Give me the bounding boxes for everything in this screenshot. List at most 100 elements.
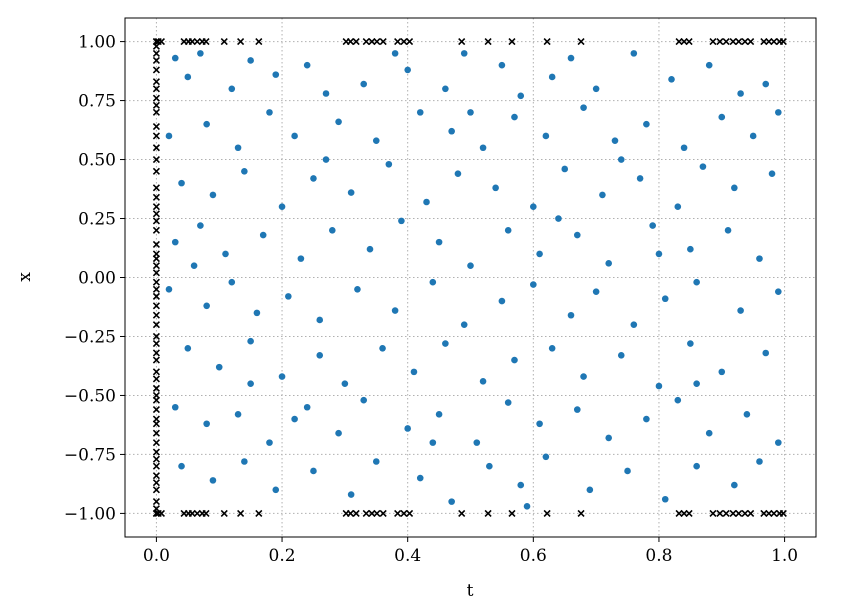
boundary-point-x-marker [722, 38, 730, 46]
data-point [467, 109, 474, 116]
plot-frame [124, 17, 817, 538]
boundary-point-x-marker [202, 509, 210, 517]
boundary-point-x-marker [577, 38, 585, 46]
boundary-point-x-marker [152, 193, 160, 201]
boundary-point-x-marker [237, 38, 245, 46]
data-point [492, 184, 499, 192]
boundary-point-x-marker [709, 38, 717, 46]
data-point [222, 250, 229, 258]
y-tick-label: −1.00 [64, 504, 116, 524]
y-tick-label: 0.25 [78, 210, 116, 230]
x-tick-label: 0.4 [394, 546, 421, 566]
boundary-point-x-marker [152, 210, 160, 218]
data-point [775, 439, 782, 446]
boundary-point-x-marker [346, 38, 355, 46]
data-point [184, 73, 192, 81]
data-point [624, 467, 631, 475]
boundary-point-x-marker [152, 167, 160, 175]
boundary-point-x-marker [255, 38, 263, 46]
data-point [592, 85, 600, 93]
data-point [322, 156, 330, 163]
boundary-point-x-marker [484, 38, 492, 46]
boundary-point-x-marker [152, 339, 160, 348]
data-point [630, 50, 638, 57]
x-tick-label: 0.8 [645, 546, 672, 566]
data-point [335, 118, 342, 126]
boundary-point-x-marker [458, 38, 466, 46]
data-point [693, 278, 700, 286]
data-point [548, 73, 556, 81]
boundary-point-x-marker [362, 509, 370, 517]
data-point [768, 170, 776, 177]
boundary-point-x-marker [379, 509, 387, 517]
data-point [643, 415, 650, 423]
boundary-point-x-marker [543, 38, 551, 46]
boundary-point-x-marker [508, 509, 516, 517]
boundary-point-x-marker [152, 240, 160, 249]
ticks: 0.0 0.2 0.4 0.6 0.8 1.0 −1.00 −0.75 −0.50 −0.25 0.… [64, 33, 798, 566]
data-point [184, 344, 192, 352]
boundary-point-x-marker [484, 509, 492, 517]
boundary-point-x-marker [406, 509, 414, 517]
data-point [316, 316, 324, 324]
data-point [498, 297, 506, 305]
boundary-point-x-marker [152, 415, 160, 423]
data-point [661, 295, 669, 303]
data-point [687, 245, 694, 253]
data-point [737, 307, 744, 314]
data-point [259, 231, 267, 239]
boundary-point-x-marker [152, 285, 160, 293]
data-point [479, 144, 487, 152]
boundary-point-x-marker [152, 78, 160, 86]
data-point [266, 109, 273, 116]
boundary-point-x-marker [152, 448, 160, 456]
y-tick-label: 1.00 [78, 33, 116, 53]
data-point [322, 90, 330, 97]
boundary-point-x-marker [716, 509, 724, 517]
data-point [573, 231, 581, 239]
data-point [517, 92, 525, 100]
data-point [423, 198, 430, 206]
data-point [687, 340, 694, 347]
boundary-point-x-marker [152, 311, 160, 319]
data-point [341, 380, 349, 387]
boundary-point-x-marker [152, 278, 160, 286]
data-point [291, 132, 298, 140]
data-point [454, 170, 462, 177]
boundary-point-x-marker [741, 38, 749, 46]
data-point [197, 50, 204, 57]
data-point [617, 156, 625, 163]
data-point [241, 168, 248, 175]
boundary-point-x-marker [152, 144, 160, 152]
boundary-point-x-marker [152, 368, 160, 376]
data-point [523, 503, 531, 510]
y-tick-label: 0.00 [78, 269, 116, 289]
boundary-point-x-marker [770, 509, 778, 517]
data-point [756, 458, 763, 465]
boundary-point-x-marker [379, 38, 387, 46]
boundary-point-x-marker [152, 122, 160, 131]
data-point [310, 467, 317, 475]
data-point [203, 120, 210, 128]
y-tick-label: −0.75 [64, 445, 116, 465]
data-point [234, 144, 242, 152]
data-point [335, 429, 342, 437]
boundary-point-x-marker [152, 321, 160, 329]
data-point [636, 175, 644, 182]
data-point [555, 215, 562, 222]
data-point [354, 285, 361, 293]
data-point [209, 191, 217, 199]
data-point [655, 250, 663, 258]
data-point [504, 227, 512, 234]
boundary-point-x-marker [394, 509, 402, 517]
data-point [203, 302, 210, 310]
x-axis-label: t [467, 581, 474, 601]
boundary-point-x-marker [152, 406, 160, 414]
x-tick-label: 0.2 [269, 546, 296, 566]
data-point [278, 203, 286, 211]
data-point [247, 380, 254, 387]
data-point [605, 260, 612, 267]
boundary-point-x-marker [543, 509, 551, 517]
data-point [775, 288, 782, 295]
